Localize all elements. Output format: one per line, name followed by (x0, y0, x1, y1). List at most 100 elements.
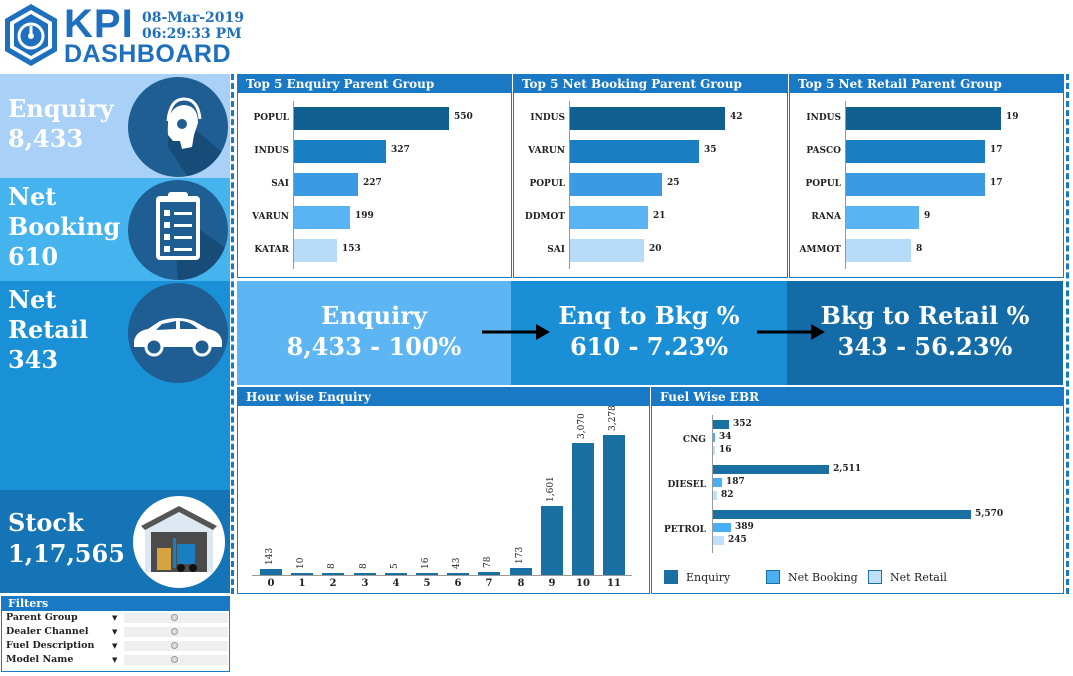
funnel-enq-to-bkg: Enq to Bkg % 610 - 7.23% (511, 281, 787, 385)
hour-x-label: 4 (392, 578, 400, 589)
hour-x-label: 1 (298, 578, 306, 589)
report-datetime: 08-Mar-2019 06:29:33 PM (142, 10, 244, 42)
hour-x-label: 2 (329, 578, 337, 589)
kpi-booking-value: 610 (8, 242, 59, 271)
hour-value-label: 1,601 (546, 476, 556, 502)
kpi-retail-label-1: Net (8, 285, 57, 314)
bar (846, 239, 911, 262)
left-separator (231, 74, 234, 594)
bar-category-label: KATAR (254, 245, 289, 255)
hour-bar (416, 573, 438, 575)
filter-label: Model Name (6, 654, 74, 665)
filter-radio[interactable] (171, 614, 178, 621)
fuel-bar (713, 465, 829, 474)
bar-axis (845, 101, 846, 269)
bar-value-label: 227 (363, 178, 382, 188)
funnel-enquiry-value: 8,433 - 100% (286, 332, 462, 361)
bar-category-label: SAI (547, 245, 565, 255)
fuel-bar (713, 491, 717, 500)
bar (570, 173, 662, 196)
filter-dealer-channel[interactable]: Dealer Channel ▼ (2, 625, 229, 639)
bar-category-label: VARUN (252, 212, 289, 222)
hour-bar (385, 573, 407, 575)
legend-swatch (664, 570, 678, 584)
fuel-bar (713, 523, 731, 532)
hour-chart-area: 143 0 10 1 8 2 8 3 5 4 16 5 43 6 78 7 173 8 1,601 9 3,070 10 3… (238, 405, 649, 593)
filter-radio[interactable] (171, 628, 178, 635)
hour-x-label: 10 (576, 578, 590, 589)
legend-swatch (868, 570, 882, 584)
filters-panel: Filters Parent Group ▼ Dealer Channel ▼ … (1, 596, 230, 672)
bar-category-label: INDUS (806, 113, 841, 123)
filter-fuel-description[interactable]: Fuel Description ▼ (2, 639, 229, 653)
kpi-card-net-booking: Net Booking 610 (0, 178, 230, 281)
hour-bar (541, 506, 563, 575)
hour-x-label: 6 (454, 578, 462, 589)
filter-parent-group[interactable]: Parent Group ▼ (2, 611, 229, 625)
bar-value-label: 199 (355, 211, 374, 221)
bar-value-label: 550 (454, 112, 473, 122)
top5-enquiry-title: Top 5 Enquiry Parent Group (238, 75, 511, 93)
hour-x-label: 9 (548, 578, 556, 589)
report-date: 08-Mar-2019 (142, 10, 245, 26)
filter-model-name[interactable]: Model Name ▼ (2, 653, 229, 667)
bar (570, 206, 648, 229)
hour-bar (478, 572, 500, 575)
filter-radio[interactable] (171, 642, 178, 649)
logo-wordmark: KPI DASHBOARD (64, 4, 231, 67)
bar (846, 206, 919, 229)
hour-bar (322, 573, 344, 575)
dropdown-arrow-icon[interactable]: ▼ (112, 655, 118, 664)
top5-enquiry-panel: Top 5 Enquiry Parent Group POPUL 550 INDUS… (237, 74, 512, 278)
fuel-bar (713, 510, 971, 519)
kpi-enquiry-value: 8,433 (8, 124, 84, 153)
fuel-bar (713, 446, 715, 455)
kpi-card-net-retail: Net Retail 343 (0, 281, 230, 385)
dropdown-arrow-icon[interactable]: ▼ (112, 613, 118, 622)
bar-value-label: 21 (653, 211, 666, 221)
hour-value-label: 5 (390, 563, 400, 569)
kpi-retail-label-2: Retail (8, 315, 89, 344)
legend-label: Enquiry (686, 571, 731, 584)
kpi-booking-label-1: Net (8, 182, 57, 211)
logo-dashboard-text: DASHBOARD (64, 40, 231, 68)
arrow-right-icon (482, 324, 550, 340)
bar-category-label: POPUL (805, 179, 841, 189)
hour-value-label: 143 (265, 547, 275, 565)
kpi-booking-label-2: Booking (8, 212, 121, 241)
bar (570, 140, 699, 163)
arrow-right-icon (757, 324, 825, 340)
bar-value-label: 19 (1006, 112, 1019, 122)
filter-radio[interactable] (171, 656, 178, 663)
fuel-chart-title: Fuel Wise EBR (652, 388, 1063, 406)
fuel-value-label: 352 (733, 419, 752, 429)
top5-booking-title: Top 5 Net Booking Parent Group (514, 75, 787, 93)
bar-category-label: POPUL (529, 179, 565, 189)
legend-label: Net Booking (788, 571, 858, 584)
fuel-value-label: 2,511 (833, 464, 862, 474)
legend-swatch (766, 570, 780, 584)
bar (294, 173, 358, 196)
hour-x-label: 3 (361, 578, 369, 589)
kpi-retail-value: 343 (8, 345, 59, 374)
hour-bar (447, 573, 469, 575)
dropdown-arrow-icon[interactable]: ▼ (112, 641, 118, 650)
top5-retail-title: Top 5 Net Retail Parent Group (790, 75, 1063, 93)
hour-x-label: 5 (423, 578, 431, 589)
dropdown-arrow-icon[interactable]: ▼ (112, 627, 118, 636)
hour-x-label: 8 (517, 578, 525, 589)
hour-value-label: 8 (327, 563, 337, 569)
bar-value-label: 8 (916, 244, 923, 254)
bar-category-label: INDUS (254, 146, 289, 156)
filter-label: Dealer Channel (6, 626, 89, 637)
hour-value-label: 8 (359, 563, 369, 569)
hour-bar (260, 569, 282, 575)
bar-category-label: SAI (271, 179, 289, 189)
kpi-card-empty (0, 385, 230, 490)
fuel-category-label: PETROL (664, 525, 706, 535)
funnel-bkg-to-retail: Bkg to Retail % 343 - 56.23% (787, 281, 1063, 385)
bar-value-label: 17 (990, 178, 1003, 188)
bar-value-label: 17 (990, 145, 1003, 155)
bar-axis (569, 101, 570, 269)
bar-value-label: 42 (730, 112, 743, 122)
